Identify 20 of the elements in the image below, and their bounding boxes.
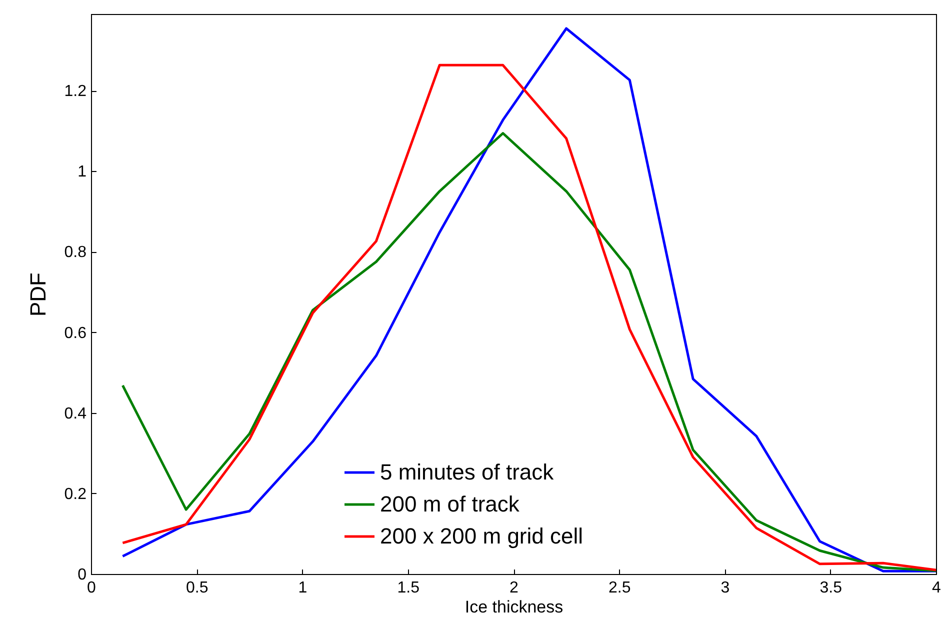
y-tick-label: 0.6 — [64, 324, 87, 342]
y-axis-title: PDF — [25, 272, 50, 316]
legend-label: 200 m of track — [380, 492, 520, 516]
x-tick-label: 3.5 — [820, 580, 842, 596]
y-tick-label: 1 — [78, 164, 87, 181]
x-tick-label: 2 — [510, 580, 519, 596]
y-tick-label: 0.4 — [64, 405, 87, 422]
legend-label: 5 minutes of track — [380, 460, 555, 484]
y-tick-label: 0.8 — [64, 244, 87, 262]
y-tick-label: 0.2 — [64, 486, 87, 503]
x-tick-label: 0.5 — [186, 580, 208, 596]
y-tick-label: 1.2 — [64, 83, 87, 100]
x-tick-label: 3 — [720, 580, 730, 596]
x-tick-label: 1.5 — [397, 580, 420, 596]
x-tick-label: 2.5 — [608, 580, 631, 596]
y-tick-label: 0 — [78, 566, 87, 584]
x-tick-label: 4 — [932, 580, 942, 596]
legend-label: 200 x 200 m grid cell — [380, 524, 583, 548]
x-axis-title: Ice thickness — [464, 598, 564, 616]
x-tick-label: 1 — [298, 580, 308, 596]
